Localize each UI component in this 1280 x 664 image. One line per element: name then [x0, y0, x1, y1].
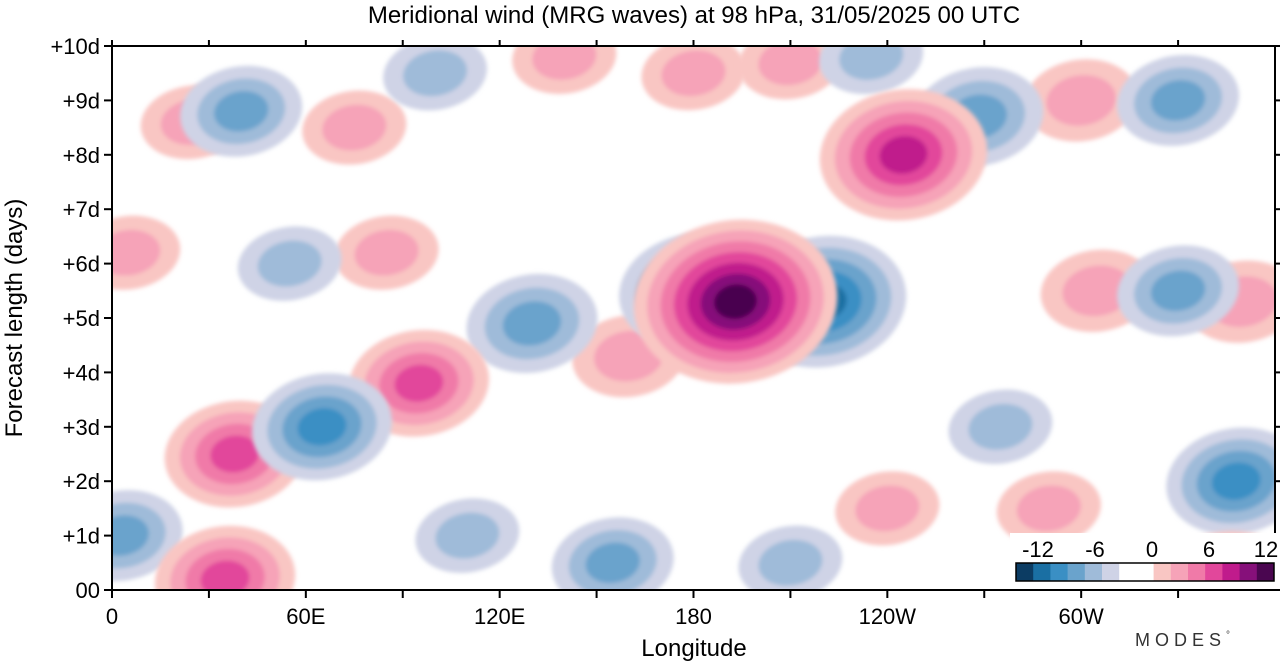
contour-band [714, 284, 757, 319]
contour-band [1150, 80, 1206, 121]
contour-band [661, 50, 726, 97]
x-axis: 0 60E 120E 180 120W 60W [106, 40, 1180, 629]
contour-band [1150, 270, 1206, 311]
contour-feature [551, 517, 674, 590]
colorbar-label: 0 [1146, 537, 1158, 562]
contour-feature [237, 226, 342, 301]
colorbar-swatch [1222, 563, 1241, 581]
contour-feature [1166, 427, 1275, 535]
contour-band [210, 435, 260, 473]
contour-feature [738, 525, 843, 590]
brand-logo: MODES° [1135, 630, 1235, 650]
contour-feature [154, 525, 296, 590]
y-tick-label: +3d [63, 415, 100, 440]
contour-band [1016, 485, 1081, 532]
contour-band [200, 560, 250, 590]
y-tick-label: +10d [50, 34, 100, 59]
colorbar-swatch [1084, 563, 1103, 581]
y-axis: 00 +1d +2d +3d +4d +5d +6d +7d +8d +9d +10d [50, 34, 1280, 603]
colorbar-swatch [1102, 563, 1120, 581]
contour-feature [180, 65, 303, 157]
x-tick-label: 120W [859, 604, 917, 629]
contour-feature [302, 90, 407, 165]
contour-band [758, 539, 823, 586]
colorbar-label: -12 [1022, 537, 1054, 562]
colorbar-swatch [1016, 563, 1034, 581]
x-tick-label: 60W [1059, 604, 1104, 629]
contour-feature [633, 219, 838, 384]
contour-feature [415, 498, 520, 573]
colorbar-swatch [1050, 563, 1069, 581]
colorbar-swatch [1188, 563, 1206, 581]
y-tick-label: +9d [63, 88, 100, 113]
colorbar-swatch [1136, 563, 1155, 581]
colorbar-swatch [1153, 563, 1172, 581]
y-tick-label: +4d [63, 360, 100, 385]
y-tick-label: +7d [63, 197, 100, 222]
x-tick-label: 60E [286, 604, 325, 629]
colorbar-swatch [1170, 563, 1189, 581]
contour-band [1062, 265, 1133, 317]
colorbar-frame [1015, 562, 1275, 582]
contour-band [403, 50, 468, 97]
contour-feature [512, 46, 617, 94]
contour-band [968, 403, 1033, 450]
y-tick-label: +5d [63, 306, 100, 331]
contour-band [855, 485, 920, 532]
contour-feature [1024, 59, 1138, 142]
y-tick-label: +2d [63, 469, 100, 494]
contour-band [435, 512, 500, 559]
y-tick-label: 00 [76, 578, 100, 603]
colorbar-swatch [1205, 563, 1223, 581]
colorbar-swatch [1067, 563, 1086, 581]
colorbar-swatch [1239, 563, 1258, 581]
colorbar-swatch [1033, 563, 1051, 581]
contour-band [257, 240, 322, 287]
contour-feature [641, 46, 746, 111]
contour-band [354, 229, 419, 276]
colorbar-label: 12 [1254, 537, 1278, 562]
contour-band [394, 364, 444, 402]
contour-feature [738, 46, 843, 100]
chart-title: Meridional wind (MRG waves) at 98 hPa, 3… [368, 2, 1020, 29]
y-tick-label: +1d [63, 524, 100, 549]
contour-band [322, 104, 387, 151]
contour-band [214, 91, 269, 132]
colorbar-label: -6 [1085, 537, 1105, 562]
contour-feature [1117, 54, 1240, 146]
x-tick-label: 0 [106, 604, 118, 629]
colorbar-label: 6 [1203, 537, 1215, 562]
y-tick-label: +8d [63, 143, 100, 168]
contour-band [758, 46, 823, 86]
contour-band [297, 408, 347, 446]
colorbar-swatch [1119, 563, 1137, 581]
contour-feature [334, 215, 439, 290]
contour-band [112, 515, 149, 556]
contour-feature [819, 89, 988, 221]
contour-band [532, 46, 597, 80]
contour-feature [112, 490, 183, 582]
contour-feature [466, 273, 598, 374]
contour-feature [383, 46, 487, 111]
contour-band [1211, 462, 1261, 500]
contour-band [839, 46, 904, 80]
colorbar-swatch [1256, 563, 1275, 581]
y-tick-label: +6d [63, 252, 100, 277]
contour-feature [819, 46, 924, 95]
contour-band [502, 301, 562, 346]
colorbar: -12 -6 0 6 12 [1010, 533, 1280, 589]
contour-feature [996, 471, 1101, 546]
contour-band [1046, 75, 1117, 126]
x-tick-label: 180 [675, 604, 712, 629]
y-axis-label: Forecast length (days) [1, 199, 28, 438]
x-axis-label: Longitude [641, 635, 746, 662]
contour-feature [1117, 245, 1240, 337]
contour-feature [252, 373, 392, 481]
contour-feature [948, 389, 1053, 465]
contour-feature [835, 471, 940, 546]
contour-band [585, 542, 640, 583]
contour-band [879, 135, 928, 174]
x-tick-label: 120E [474, 604, 525, 629]
